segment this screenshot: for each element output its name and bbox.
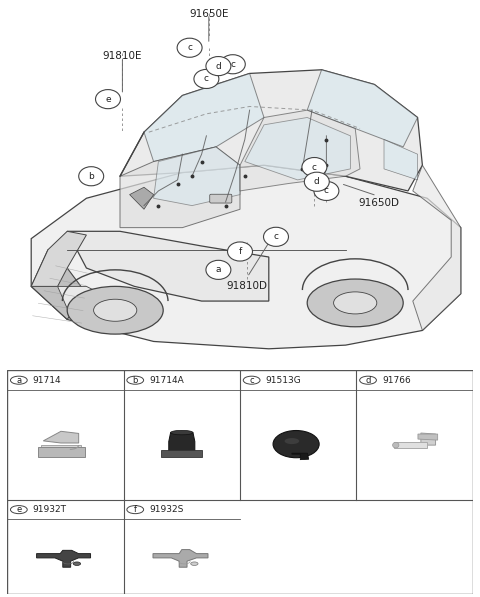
- Circle shape: [127, 376, 144, 384]
- Circle shape: [11, 506, 27, 513]
- Polygon shape: [292, 453, 309, 460]
- Text: b: b: [88, 172, 94, 181]
- Polygon shape: [161, 451, 202, 457]
- Text: b: b: [132, 376, 138, 384]
- Text: 91766: 91766: [382, 376, 411, 384]
- Polygon shape: [36, 550, 91, 567]
- Polygon shape: [67, 231, 269, 301]
- Polygon shape: [31, 250, 86, 319]
- Polygon shape: [384, 140, 418, 180]
- Text: e: e: [105, 95, 111, 104]
- Circle shape: [264, 227, 288, 247]
- Polygon shape: [394, 442, 427, 448]
- Text: c: c: [187, 43, 192, 52]
- Ellipse shape: [94, 299, 137, 321]
- Text: 91810D: 91810D: [227, 281, 268, 291]
- Polygon shape: [240, 110, 360, 191]
- Text: f: f: [239, 247, 241, 256]
- Ellipse shape: [67, 287, 163, 334]
- Text: 91714: 91714: [33, 376, 61, 384]
- Text: d: d: [314, 177, 320, 186]
- Polygon shape: [31, 165, 461, 349]
- Text: f: f: [134, 505, 137, 514]
- Circle shape: [314, 181, 339, 201]
- Text: d: d: [365, 376, 371, 384]
- Circle shape: [206, 260, 231, 279]
- Text: 91932T: 91932T: [33, 505, 67, 514]
- Text: 91650D: 91650D: [359, 198, 400, 208]
- Circle shape: [220, 55, 245, 74]
- Polygon shape: [120, 147, 240, 227]
- Text: c: c: [274, 232, 278, 241]
- Text: c: c: [324, 186, 329, 195]
- Text: a: a: [216, 265, 221, 275]
- Text: c: c: [249, 376, 254, 384]
- Polygon shape: [31, 231, 86, 287]
- Polygon shape: [120, 70, 422, 191]
- Circle shape: [228, 242, 252, 261]
- Circle shape: [177, 38, 202, 57]
- Polygon shape: [144, 73, 264, 162]
- Ellipse shape: [393, 442, 399, 448]
- Circle shape: [96, 90, 120, 109]
- Circle shape: [191, 562, 198, 565]
- Circle shape: [194, 69, 219, 88]
- Polygon shape: [154, 147, 240, 205]
- Text: c: c: [312, 162, 317, 171]
- Polygon shape: [130, 187, 154, 210]
- Polygon shape: [413, 165, 461, 331]
- Ellipse shape: [285, 438, 299, 444]
- Circle shape: [302, 158, 327, 177]
- Text: 91810E: 91810E: [103, 51, 142, 61]
- Polygon shape: [418, 434, 438, 440]
- FancyBboxPatch shape: [210, 194, 232, 203]
- Circle shape: [127, 506, 144, 513]
- Ellipse shape: [273, 430, 319, 458]
- Text: 91513G: 91513G: [265, 376, 301, 384]
- Circle shape: [206, 57, 231, 76]
- Polygon shape: [421, 433, 435, 445]
- Polygon shape: [41, 445, 81, 451]
- Circle shape: [11, 376, 27, 384]
- Text: 91932S: 91932S: [149, 505, 183, 514]
- Circle shape: [79, 167, 104, 186]
- Ellipse shape: [170, 430, 193, 435]
- Polygon shape: [58, 287, 115, 316]
- Ellipse shape: [307, 279, 403, 327]
- Text: d: d: [216, 61, 221, 70]
- Polygon shape: [307, 70, 418, 147]
- Text: 91650E: 91650E: [189, 9, 228, 19]
- Circle shape: [243, 376, 260, 384]
- Text: e: e: [16, 505, 22, 514]
- Ellipse shape: [334, 292, 377, 314]
- Text: 91714A: 91714A: [149, 376, 184, 384]
- Text: a: a: [16, 376, 22, 384]
- Text: c: c: [204, 75, 209, 84]
- Circle shape: [360, 376, 376, 384]
- Polygon shape: [153, 550, 208, 567]
- Circle shape: [304, 172, 329, 191]
- Polygon shape: [169, 433, 195, 455]
- Circle shape: [73, 562, 81, 565]
- Text: c: c: [230, 60, 235, 69]
- Polygon shape: [245, 118, 350, 180]
- Polygon shape: [43, 431, 79, 443]
- Polygon shape: [38, 447, 85, 457]
